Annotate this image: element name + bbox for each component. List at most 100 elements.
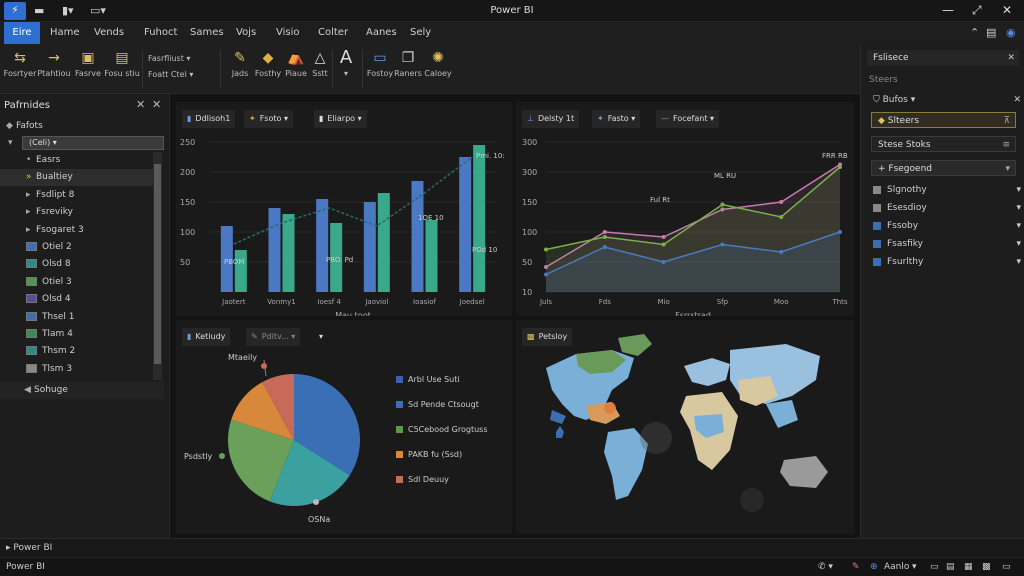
tab-home[interactable]: Hame [50, 27, 80, 38]
line-chart-visual[interactable]: ⊥ Delsty 1t ✦ Fasto ▾ — Focefant ▾ 300 300 15… [516, 102, 854, 316]
tab-data[interactable]: Sely [410, 27, 432, 38]
close-icon[interactable]: ✕ [1002, 3, 1013, 17]
chevron-down-icon[interactable]: ▾ [1016, 185, 1021, 195]
globe-icon[interactable]: ⊕ [870, 562, 878, 572]
bar-chart-visual[interactable]: ▮ Ddlisoh1 ✦ Fsoto ▾ ▮ Eliarpo ▾ 250 200 150 1… [176, 102, 512, 316]
minimize-ribbon-icon[interactable]: ⌃ [970, 26, 980, 39]
ribbon-button-10[interactable]: ▭ Fostoy [362, 47, 398, 91]
pane-search[interactable]: Fslisece ✕ [867, 50, 1019, 66]
tree-item[interactable]: ▸ Fsreviky [0, 204, 162, 221]
table-combo[interactable]: (Celi) ▾ [22, 136, 164, 150]
ribbon-button-3[interactable]: ▣ Fasrve [70, 47, 106, 91]
tab-modeling[interactable]: Fuhoct [144, 27, 178, 38]
ribbon-button-6[interactable]: ◆ Fosthy [250, 47, 286, 91]
ribbon-button-9[interactable]: A ▾ [328, 47, 364, 91]
ribbon-button-12[interactable]: ✺ Caloey [420, 47, 456, 91]
undo-icon[interactable]: ▮▾ [62, 4, 74, 17]
filter-box-1[interactable]: ◆ Slteers ⊼ [871, 112, 1016, 128]
ribbon-button-8[interactable]: △ Sstt [302, 47, 338, 91]
chevron-down-icon[interactable]: ▾ [1016, 239, 1021, 249]
map-visual[interactable]: ▩ Petsloy [516, 320, 854, 534]
tree-item[interactable]: Thsel 1 [0, 309, 162, 326]
chip-3[interactable]: — Focefant ▾ [656, 110, 720, 128]
chip-3[interactable]: ▮ Eliarpo ▾ [314, 110, 367, 128]
collapse-icon[interactable]: ✕ [136, 98, 146, 111]
redo-icon[interactable]: ▭▾ [90, 4, 106, 17]
tree-item[interactable]: Olsd 8 [0, 256, 162, 273]
chip-2[interactable]: ✦ Fasto ▾ [592, 110, 641, 128]
tab-file[interactable]: Eire [4, 22, 40, 44]
tree-item[interactable]: Thsm 2 [0, 343, 162, 360]
layout-icon[interactable]: ▤ [986, 26, 997, 39]
maximize-icon[interactable]: ⤢ [972, 3, 982, 17]
legend-item[interactable]: Fsasfiky ▾ [873, 236, 1023, 252]
expand-icon[interactable]: ≡ [1002, 140, 1010, 150]
chevron-down-icon[interactable]: ▾ [1005, 164, 1010, 174]
expand-icon[interactable]: ▾ [8, 138, 13, 148]
chip-2[interactable]: ✦ Fsoto ▾ [244, 110, 293, 128]
tree-item[interactable]: Olsd 4 [0, 291, 162, 308]
legend-item[interactable]: Slgnothy ▾ [873, 182, 1023, 198]
tab-view[interactable]: Sames [190, 27, 224, 38]
clear-icon[interactable]: ⊼ [1003, 116, 1010, 126]
page-tab[interactable]: ▸ Power BI [6, 543, 53, 553]
pie-chart-visual[interactable]: ▮ Ketiudy ✎ Pditv... ▾ ▾ Mtaeily Psdstly OSN… [176, 320, 512, 534]
view-icon[interactable]: ▦ [964, 562, 973, 572]
tree-item[interactable]: Tlam 4 [0, 326, 162, 343]
account-icon[interactable]: ◉ [1006, 26, 1016, 39]
dropdown-icon[interactable]: ▾ [912, 562, 917, 572]
tree-item[interactable]: ▸ Fsdlipt 8 [0, 187, 162, 204]
ribbon-button-4[interactable]: ▤ Fosu stiu [104, 47, 140, 91]
ribbon-button-2[interactable]: → Ptahtiou [36, 47, 72, 91]
filter-row[interactable]: ⛉ Bufos ▾ ✕ [873, 92, 1023, 108]
ribbon-button-7[interactable]: ⛺ Piaue [278, 47, 314, 91]
tree-item[interactable]: » Bualtiey [0, 169, 162, 187]
grid-icon[interactable]: ▩ [982, 562, 991, 572]
layout-icon[interactable]: ▤ [946, 562, 955, 572]
close-icon[interactable]: ✕ [1013, 95, 1021, 105]
close-icon[interactable]: ✕ [1007, 53, 1015, 63]
chevron-down-icon[interactable]: ▾ [1016, 221, 1021, 231]
ribbon-button-11[interactable]: ❐ Raners [390, 47, 426, 91]
tree-item[interactable]: Otiel 3 [0, 274, 162, 291]
fit-icon[interactable]: ▭ [930, 562, 939, 572]
chip-1[interactable]: ▩ Petsloy [522, 328, 573, 346]
zoom-label[interactable]: Aanlo [884, 562, 910, 572]
tab-format[interactable]: Aanes [366, 27, 397, 38]
tree-item[interactable]: Otiel 2 [0, 239, 162, 256]
ribbon-button-5[interactable]: ✎ Jads [222, 47, 258, 91]
save-icon[interactable]: ▬ [34, 4, 45, 17]
chevron-down-icon[interactable]: ▾ [1016, 257, 1021, 267]
tree-root[interactable]: ◆ Fafots [6, 121, 43, 131]
tab-optimize[interactable]: Vojs [236, 27, 257, 38]
tab-insert[interactable]: Vends [94, 27, 125, 38]
chip-3[interactable]: ▾ [314, 328, 329, 346]
legend-item[interactable]: Fssoby ▾ [873, 218, 1023, 234]
app-icon[interactable]: ⚡ [4, 2, 26, 20]
tree-item[interactable]: Tlsm 3 [0, 361, 162, 378]
tree-item[interactable]: • Easrs [0, 152, 162, 169]
minimize-icon[interactable]: — [942, 3, 954, 17]
chip-2[interactable]: ✎ Pditv... ▾ [246, 328, 301, 346]
tree-footer[interactable]: ◀ Sohuge [0, 382, 164, 399]
close-pane-icon[interactable]: ✕ [152, 98, 162, 111]
chip-1[interactable]: ⊥ Delsty 1t [522, 110, 580, 128]
tree-item[interactable]: ▸ Fsogaret 3 [0, 222, 162, 239]
ribbon-small-1[interactable]: Fasrfliust ▾ [148, 54, 191, 63]
phone-icon[interactable]: ✆ ▾ [818, 562, 833, 572]
chip-1[interactable]: ▮ Ddlisoh1 [182, 110, 236, 128]
chat-icon[interactable]: ▭ [1002, 562, 1011, 572]
legend-item[interactable]: Esesdioy ▾ [873, 200, 1023, 216]
ribbon-button-1[interactable]: ⇆ Fosrtyer [2, 47, 38, 91]
edit-icon[interactable]: ✎ [852, 562, 860, 572]
ribbon-small-2[interactable]: Foatt Ctel ▾ [148, 70, 194, 79]
chevron-down-icon[interactable]: ▾ [1016, 203, 1021, 213]
legend-item[interactable]: Fsurlthy ▾ [873, 254, 1023, 270]
tab-external[interactable]: Colter [318, 27, 349, 38]
legend-group[interactable]: + Fsegoend ▾ [871, 160, 1016, 176]
scroll-thumb[interactable] [154, 164, 161, 364]
filter-box-2[interactable]: Stese Stoks ≡ [871, 136, 1016, 152]
scrollbar[interactable] [153, 152, 162, 380]
chip-1[interactable]: ▮ Ketiudy [182, 328, 231, 346]
tab-help[interactable]: Visio [276, 27, 300, 38]
